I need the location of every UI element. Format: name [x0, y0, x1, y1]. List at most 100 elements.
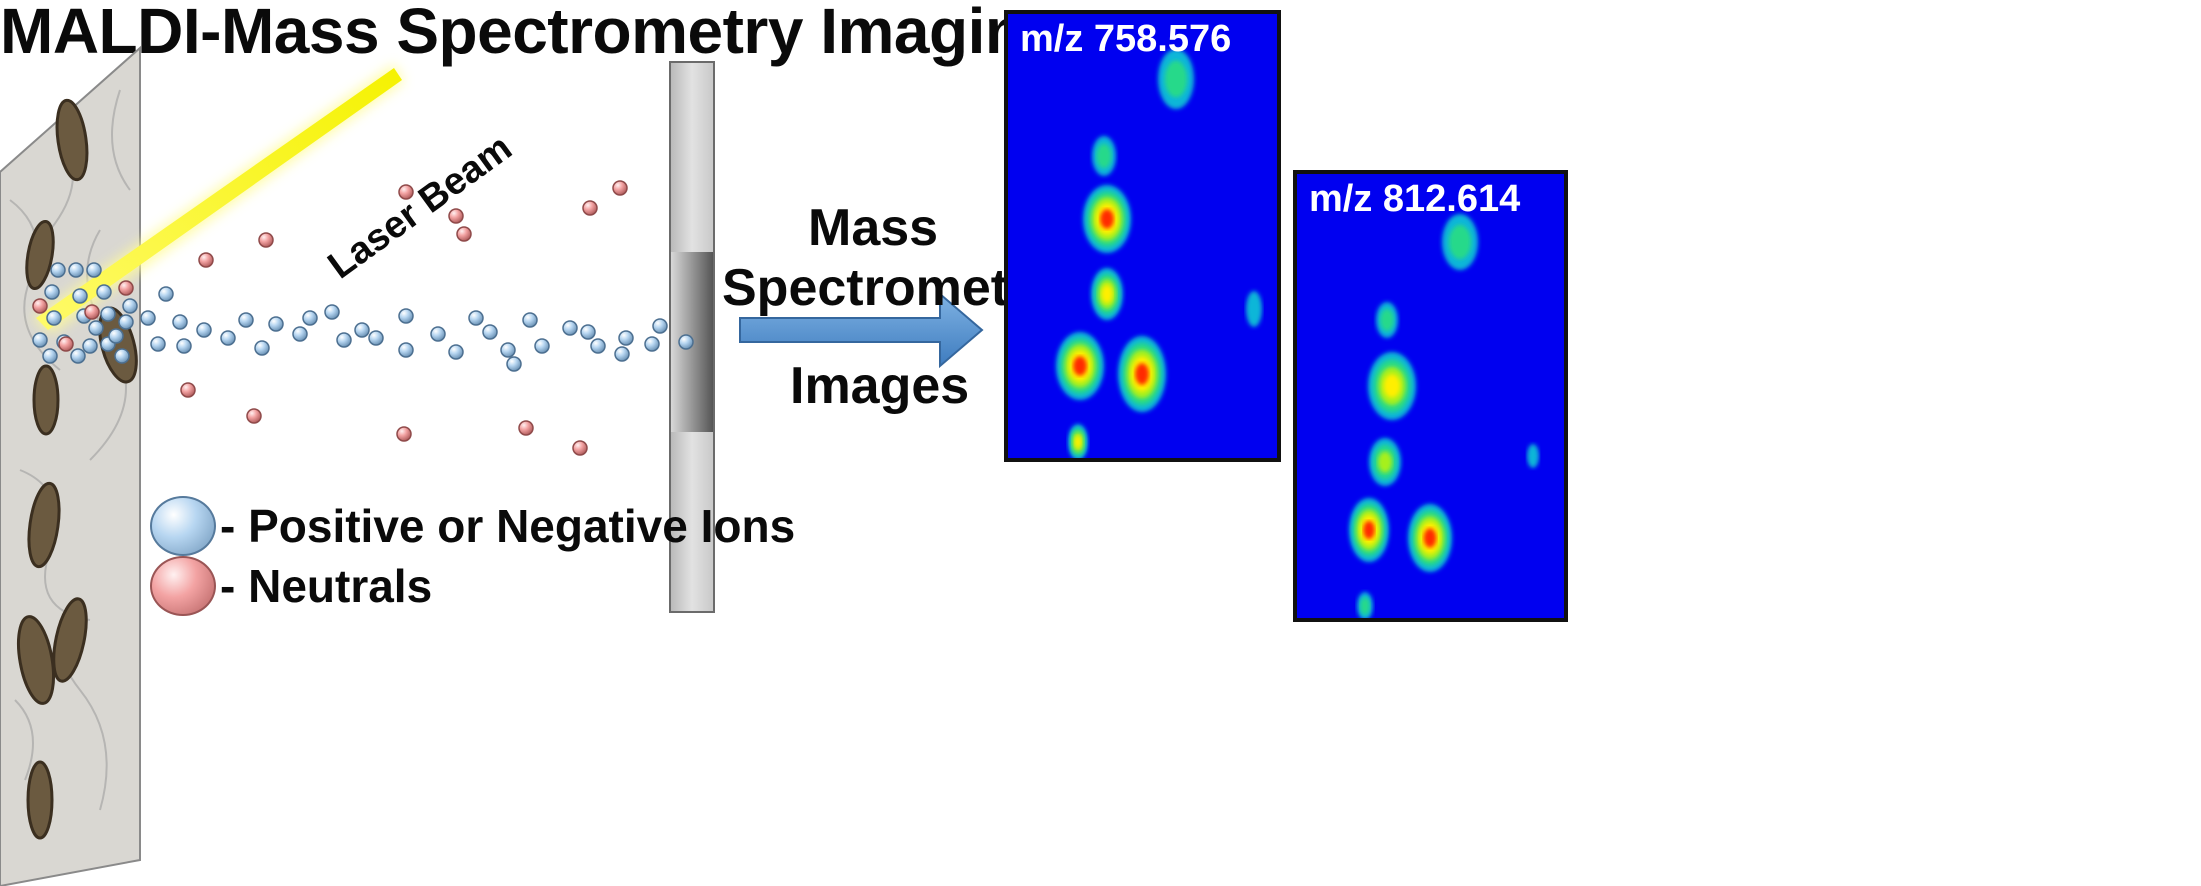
- neutral-particle: [84, 304, 100, 320]
- msi-panel-2-label: m/z 812.614: [1309, 178, 1521, 220]
- tissue-signal: [1357, 592, 1373, 618]
- ion-particle: [32, 332, 48, 348]
- ion-particle: [176, 338, 192, 354]
- neutral-particle: [456, 226, 472, 242]
- tissue-seeds: [16, 98, 138, 840]
- tissue-signal: [1349, 498, 1389, 562]
- neutral-particle: [396, 426, 412, 442]
- diagram-title: MALDI-Mass Spectrometry Imaging: [0, 0, 1063, 67]
- msi-image-2: [1349, 214, 1539, 618]
- ion-particle: [46, 310, 62, 326]
- ion-particle: [678, 334, 694, 350]
- neutral-particle: [180, 382, 196, 398]
- ion-particle: [302, 310, 318, 326]
- neutral-particle: [448, 208, 464, 224]
- neutral-particle: [198, 252, 214, 268]
- ion-particle: [500, 342, 516, 358]
- msi-panel-1: m/z 758.576: [1004, 10, 1281, 462]
- legend-ions: - Positive or Negative Ions: [150, 496, 795, 556]
- particle-cloud: [32, 180, 694, 456]
- ion-particle: [468, 310, 484, 326]
- tissue-signal: [1527, 444, 1539, 468]
- ion-particle: [354, 322, 370, 338]
- ion-particle: [292, 326, 308, 342]
- ion-particle: [82, 338, 98, 354]
- ion-particle: [618, 330, 634, 346]
- tissue-signal: [1246, 291, 1262, 327]
- ion-particle: [268, 316, 284, 332]
- neutral-particle: [612, 180, 628, 196]
- ion-particle: [482, 324, 498, 340]
- ion-particle: [196, 322, 212, 338]
- ion-particle: [172, 314, 188, 330]
- ion-particle: [652, 318, 668, 334]
- ion-particle: [50, 262, 66, 278]
- msi-panel-1-label: m/z 758.576: [1020, 18, 1232, 60]
- ion-particle: [522, 312, 538, 328]
- ion-particle: [114, 348, 130, 364]
- ion-particle: [238, 312, 254, 328]
- ion-particle: [534, 338, 550, 354]
- neutral-particle: [518, 420, 534, 436]
- ion-particle: [96, 284, 112, 300]
- tissue-slide: [0, 45, 141, 886]
- ion-particle: [122, 298, 138, 314]
- neutral-particle: [58, 336, 74, 352]
- ion-particle: [562, 320, 578, 336]
- ion-particle: [254, 340, 270, 356]
- flow-label-line3: Images: [790, 357, 970, 415]
- legend-ion-ball: [150, 496, 216, 556]
- tissue-signal: [1118, 336, 1166, 412]
- ion-particle: [158, 286, 174, 302]
- neutral-particle: [398, 184, 414, 200]
- ion-particle: [100, 306, 116, 322]
- ion-particle: [70, 348, 86, 364]
- ion-particle: [324, 304, 340, 320]
- ion-particle: [506, 356, 522, 372]
- ion-particle: [42, 348, 58, 364]
- neutral-particle: [32, 298, 48, 314]
- tissue-signal: [1408, 504, 1452, 572]
- ion-particle: [44, 284, 60, 300]
- legend-ions-label: - Positive or Negative Ions: [220, 500, 796, 552]
- ion-particle: [398, 342, 414, 358]
- ion-particle: [580, 324, 596, 340]
- tissue-signal: [1083, 185, 1131, 253]
- tissue-signal: [1442, 214, 1478, 270]
- msi-panel-2: m/z 812.614: [1293, 170, 1568, 622]
- ion-particle: [86, 262, 102, 278]
- tissue-signal: [1158, 49, 1194, 109]
- ion-particle: [150, 336, 166, 352]
- ion-particle: [72, 288, 88, 304]
- ion-particle: [614, 346, 630, 362]
- tissue-signal: [1376, 302, 1398, 338]
- ion-particle: [140, 310, 156, 326]
- msi-image-1: [1056, 49, 1262, 458]
- neutral-particle: [118, 280, 134, 296]
- ion-particle: [398, 308, 414, 324]
- ion-particle: [108, 328, 124, 344]
- tissue-signal: [1092, 136, 1116, 176]
- laser-beam-label: Laser Beam: [321, 127, 520, 288]
- ion-particle: [220, 330, 236, 346]
- legend-neutrals-label: - Neutrals: [220, 560, 433, 612]
- ion-particle: [88, 320, 104, 336]
- neutral-particle: [582, 200, 598, 216]
- neutral-particle: [246, 408, 262, 424]
- ion-particle: [368, 330, 384, 346]
- flow-arrow: [739, 291, 984, 369]
- tissue-signal: [1369, 438, 1401, 486]
- tissue-signal: [1068, 424, 1088, 458]
- ion-particle: [644, 336, 660, 352]
- neutral-particle: [572, 440, 588, 456]
- legend-neutrals: - Neutrals: [150, 556, 432, 616]
- ion-particle: [448, 344, 464, 360]
- ion-particle: [68, 262, 84, 278]
- flow-label-line1: Mass: [808, 199, 939, 257]
- ion-particle: [430, 326, 446, 342]
- tissue-signal: [1091, 268, 1123, 320]
- legend-neutral-ball: [150, 556, 216, 616]
- tissue-signal: [1056, 332, 1104, 400]
- detector: [669, 61, 715, 613]
- flow-label-line2: Spectrometry: [722, 259, 1058, 317]
